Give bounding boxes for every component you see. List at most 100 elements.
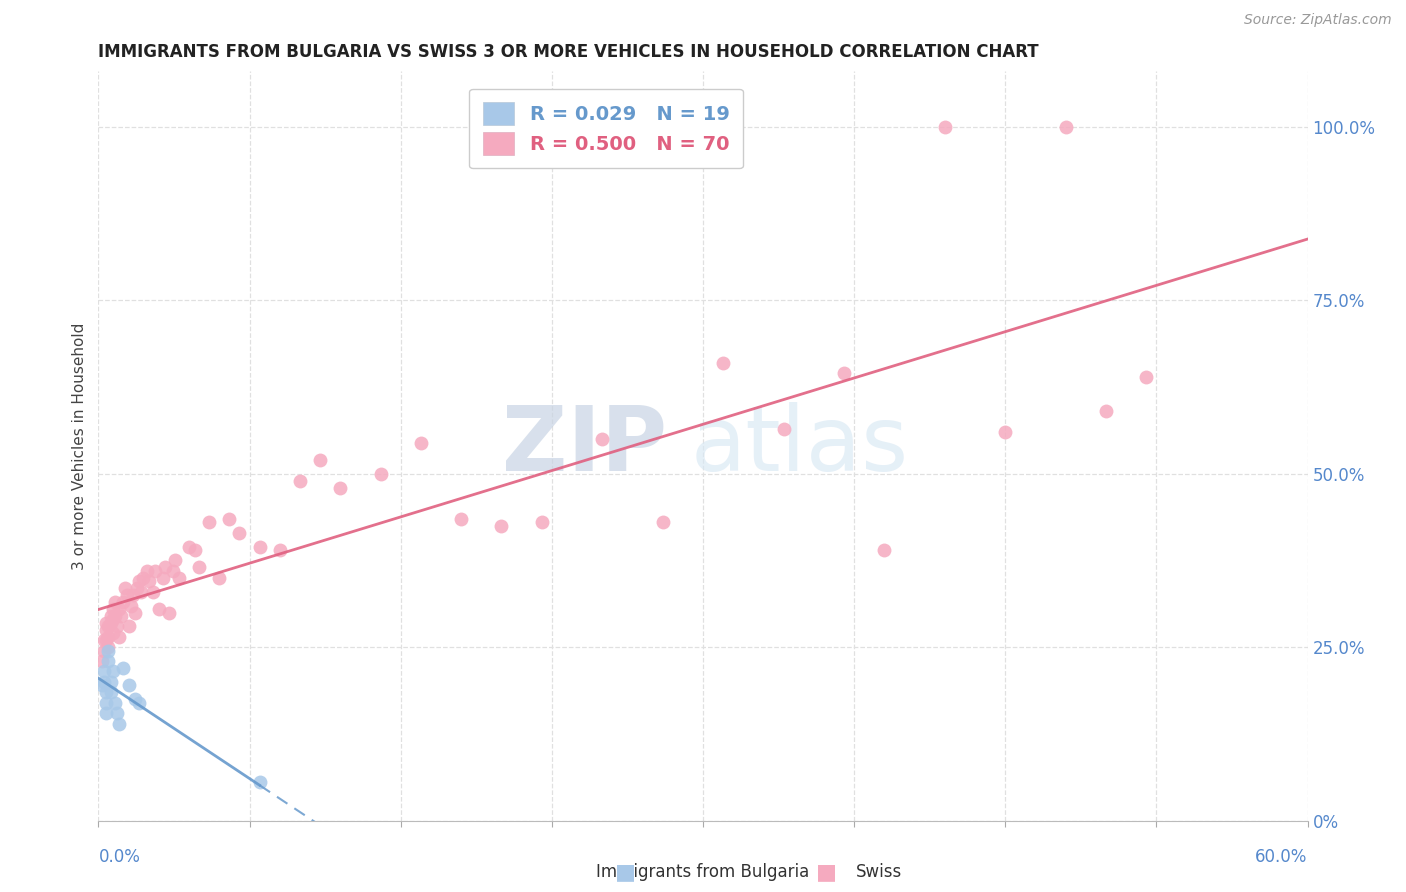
Point (329, 481, 352, 495)
Point (111, 661, 134, 675)
Point (152, 571, 174, 585)
Text: ZIP: ZIP (502, 402, 666, 490)
Point (103, 696, 125, 710)
Point (101, 612, 124, 626)
Point (128, 574, 150, 589)
Text: 0.0%: 0.0% (98, 848, 141, 866)
Point (138, 574, 160, 589)
Point (91, 654, 114, 668)
Point (101, 626, 124, 640)
Point (100, 685, 122, 699)
Point (93, 643, 115, 657)
Text: Swiss: Swiss (856, 863, 901, 881)
Point (96, 685, 118, 699)
Point (100, 609, 122, 624)
Point (101, 602, 124, 616)
Point (97, 643, 120, 657)
Point (96, 623, 118, 637)
Point (100, 615, 122, 630)
Text: Immigrants from Bulgaria: Immigrants from Bulgaria (596, 863, 810, 881)
Point (124, 692, 146, 706)
Point (188, 560, 211, 574)
Point (107, 716, 129, 731)
Point (118, 619, 141, 633)
Point (121, 588, 143, 602)
Point (143, 564, 166, 578)
Point (91, 678, 114, 692)
Point (142, 584, 165, 599)
Point (96, 696, 118, 710)
Point (370, 467, 392, 481)
Point (934, 120, 956, 134)
Point (97, 640, 120, 655)
Point (1054, 120, 1077, 134)
Point (288, 474, 311, 488)
Point (93, 633, 115, 648)
Point (96, 633, 118, 648)
Point (107, 602, 129, 616)
Point (994, 425, 1017, 439)
Point (1135, 369, 1157, 384)
Point (132, 571, 155, 585)
Point (179, 540, 201, 554)
Point (96, 706, 118, 720)
Point (167, 571, 190, 585)
Point (103, 595, 125, 609)
Point (1095, 404, 1118, 418)
Point (114, 581, 136, 595)
Point (105, 706, 128, 720)
Point (125, 581, 148, 595)
Point (101, 665, 124, 679)
Text: IMMIGRANTS FROM BULGARIA VS SWISS 3 OR MORE VEHICLES IN HOUSEHOLD CORRELATION CH: IMMIGRANTS FROM BULGARIA VS SWISS 3 OR M… (98, 44, 1039, 62)
Point (249, 775, 271, 789)
Point (110, 609, 132, 624)
Point (96, 615, 118, 630)
Legend: R = 0.029   N = 19, R = 0.500   N = 70: R = 0.029 N = 19, R = 0.500 N = 70 (470, 88, 744, 169)
Point (218, 512, 240, 526)
Point (105, 619, 128, 633)
Point (107, 630, 129, 644)
Point (651, 516, 673, 530)
Point (409, 435, 432, 450)
Point (832, 366, 855, 380)
Y-axis label: 3 or more Vehicles in Household: 3 or more Vehicles in Household (72, 322, 87, 570)
Point (100, 674, 122, 689)
Point (198, 516, 221, 530)
Point (129, 584, 152, 599)
Point (148, 602, 170, 616)
Point (772, 422, 794, 436)
Point (97, 619, 120, 633)
Point (309, 453, 332, 467)
Point (103, 609, 125, 624)
Point (157, 606, 180, 620)
Text: ■: ■ (817, 863, 837, 882)
Point (249, 540, 271, 554)
Text: Source: ZipAtlas.com: Source: ZipAtlas.com (1244, 13, 1392, 28)
Point (97, 654, 120, 668)
Text: 60.0%: 60.0% (1256, 848, 1308, 866)
Point (93, 665, 115, 679)
Point (491, 518, 513, 533)
Point (115, 588, 138, 602)
Text: ■: ■ (616, 863, 636, 882)
Point (591, 432, 613, 446)
Point (163, 553, 186, 567)
Point (228, 525, 250, 540)
Point (111, 595, 134, 609)
Point (153, 560, 176, 574)
Point (873, 543, 896, 558)
Point (135, 564, 157, 578)
Point (128, 696, 150, 710)
Point (124, 606, 146, 620)
Point (450, 512, 472, 526)
Point (711, 356, 734, 370)
Point (530, 516, 553, 530)
Point (97, 630, 120, 644)
Text: atlas: atlas (690, 402, 910, 490)
Point (120, 599, 142, 613)
Point (269, 543, 291, 558)
Point (118, 678, 141, 692)
Point (93, 674, 115, 689)
Point (208, 571, 231, 585)
Point (162, 564, 184, 578)
